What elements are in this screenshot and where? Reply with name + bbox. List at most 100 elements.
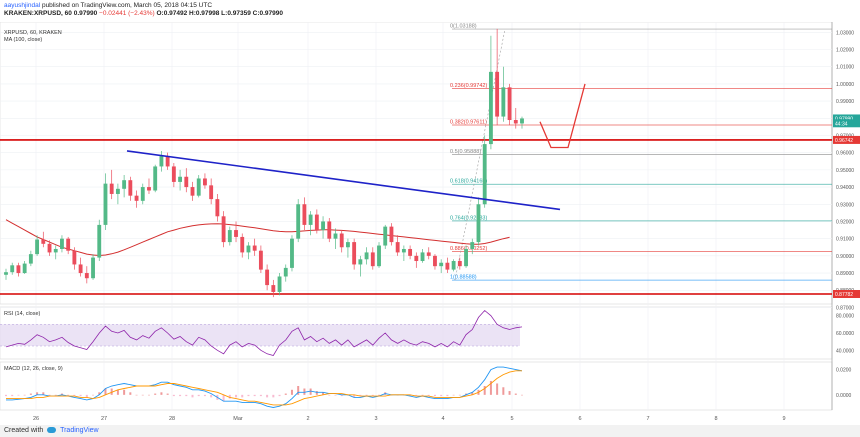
price-badge bbox=[833, 119, 860, 128]
fib-level-label: 0.5(0.95888) bbox=[450, 149, 481, 155]
x-tick-label: 9 bbox=[782, 416, 785, 422]
candle-body bbox=[190, 187, 195, 196]
candle-body bbox=[140, 187, 145, 201]
macd-histogram-bar bbox=[79, 394, 82, 397]
y-tick-label: 0.89000 bbox=[836, 271, 854, 277]
macd-histogram-bar bbox=[433, 394, 436, 397]
x-tick-label: 26 bbox=[33, 416, 39, 422]
footer-brand[interactable]: TradingView bbox=[60, 427, 99, 434]
candle-body bbox=[364, 252, 369, 260]
rsi-tick-label: 60.0000 bbox=[836, 331, 854, 337]
price-badge bbox=[833, 114, 860, 123]
macd-histogram-bar bbox=[23, 394, 26, 396]
candle-body bbox=[165, 156, 170, 167]
macd-histogram-bar bbox=[29, 393, 32, 395]
candle-body bbox=[426, 252, 431, 256]
candle-body bbox=[482, 144, 487, 205]
chart-header: aayushjindal published on TradingView.co… bbox=[0, 0, 860, 22]
fib-level-label: 0.382(0.97611) bbox=[450, 119, 487, 125]
y-tick-label: 0.95000 bbox=[836, 168, 854, 174]
candle-body bbox=[227, 230, 232, 243]
macd-histogram-bar bbox=[54, 394, 57, 396]
price-chart[interactable]: 1.030001.020001.010001.000000.990000.980… bbox=[0, 22, 860, 425]
ma-line bbox=[5, 219, 510, 257]
macd-histogram-bar bbox=[371, 394, 374, 397]
macd-legend: MACD (12, 26, close, 9) bbox=[4, 366, 63, 372]
macd-histogram-bar bbox=[98, 392, 101, 395]
price-badge-label: 0.96742 bbox=[835, 138, 853, 144]
candle-body bbox=[115, 188, 120, 194]
candle-body bbox=[314, 214, 319, 231]
footer: Created with TradingView bbox=[0, 425, 860, 437]
candle-body bbox=[209, 185, 214, 200]
candle-body bbox=[240, 236, 245, 253]
macd-histogram-bar bbox=[92, 394, 95, 396]
candle-body bbox=[414, 255, 419, 262]
macd-histogram-bar bbox=[508, 391, 511, 395]
candle-body bbox=[358, 259, 363, 265]
candle-body bbox=[22, 263, 27, 274]
macd-histogram-bar bbox=[290, 389, 293, 395]
macd-histogram-bar bbox=[340, 394, 343, 397]
candle-body bbox=[47, 243, 52, 253]
candle-body bbox=[147, 187, 151, 191]
macd-histogram-bar bbox=[272, 394, 275, 398]
macd-histogram-bar bbox=[197, 394, 200, 397]
candle-body bbox=[246, 245, 251, 253]
y-tick-label: 1.01000 bbox=[836, 65, 854, 71]
x-tick-label: 4 bbox=[441, 416, 444, 422]
candle-body bbox=[91, 257, 95, 279]
candle-body bbox=[53, 248, 58, 253]
author-link[interactable]: aayushjindal bbox=[4, 2, 41, 9]
candle-body bbox=[277, 276, 282, 292]
candle-body bbox=[445, 262, 450, 270]
macd-histogram-bar bbox=[116, 389, 119, 395]
macd-histogram-bar bbox=[253, 394, 256, 397]
y-tick-label: 0.93000 bbox=[836, 202, 854, 208]
candle-body bbox=[296, 204, 301, 239]
price-badge-label: 44:34 bbox=[835, 121, 848, 127]
ohlc-values: O:0.97492 H:0.97998 L:0.97359 C:0.97990 bbox=[156, 10, 283, 17]
chart-symbol-label: XRPUSD, 60, KRAKEN bbox=[4, 30, 62, 36]
x-tick-label: 8 bbox=[714, 416, 717, 422]
macd-histogram-bar bbox=[452, 394, 455, 396]
candle-body bbox=[327, 221, 332, 239]
x-tick-label: 27 bbox=[101, 416, 107, 422]
macd-histogram-bar bbox=[191, 394, 194, 398]
macd-histogram-bar bbox=[210, 394, 213, 398]
macd-histogram-bar bbox=[471, 392, 474, 395]
candle-body bbox=[501, 87, 506, 117]
y-tick-label: 0.90000 bbox=[836, 254, 854, 260]
footer-created-with: Created with bbox=[4, 427, 44, 434]
candle-body bbox=[78, 264, 83, 274]
candle-body bbox=[196, 178, 201, 196]
candle-body bbox=[234, 230, 238, 237]
macd-histogram-bar bbox=[5, 394, 7, 397]
macd-histogram-bar bbox=[446, 394, 449, 397]
macd-histogram-bar bbox=[465, 393, 468, 395]
candle-body bbox=[215, 199, 220, 217]
fib-level-label: 0.618(0.94165) bbox=[450, 179, 487, 185]
macd-histogram-bar bbox=[11, 394, 14, 397]
macd-histogram-bar bbox=[17, 394, 20, 396]
macd-histogram-bar bbox=[409, 394, 412, 397]
candle-body bbox=[153, 166, 158, 191]
y-tick-label: 0.96000 bbox=[836, 151, 854, 157]
macd-histogram-bar bbox=[415, 394, 418, 397]
price-change: −0.02441 (−2.43%) bbox=[99, 10, 155, 17]
macd-histogram-bar bbox=[141, 394, 144, 396]
tradingview-logo-icon bbox=[47, 427, 57, 434]
candle-body bbox=[401, 248, 406, 253]
rsi-tick-label: 80.0000 bbox=[836, 314, 854, 320]
candle-body bbox=[72, 250, 77, 265]
candle-body bbox=[252, 245, 257, 251]
ma-legend: MA (100, close) bbox=[4, 37, 42, 43]
macd-histogram-bar bbox=[203, 394, 206, 397]
candle-body bbox=[395, 242, 400, 253]
macd-signal-line bbox=[6, 370, 522, 406]
candle-body bbox=[433, 255, 437, 267]
candle-body bbox=[178, 176, 182, 182]
candle-body bbox=[66, 238, 71, 251]
macd-histogram-bar bbox=[36, 392, 39, 395]
publish-line: aayushjindal published on TradingView.co… bbox=[4, 2, 856, 10]
